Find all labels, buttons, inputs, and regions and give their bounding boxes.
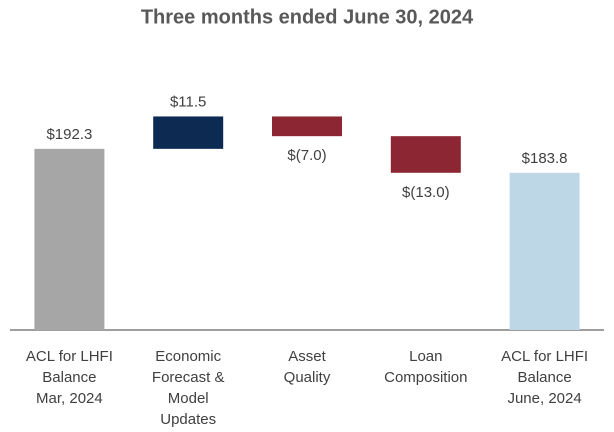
x-tick-label: ACL for LHFI (26, 348, 113, 365)
x-tick-label: Asset (288, 348, 326, 365)
value-label: $(7.0) (287, 147, 326, 164)
bar (390, 136, 461, 173)
x-tick-label: Mar, 2024 (36, 390, 103, 407)
x-tick-label: Balance (42, 369, 96, 386)
x-tick-label: June, 2024 (507, 390, 581, 407)
value-label: $183.8 (522, 150, 568, 167)
x-tick-label: Quality (284, 369, 331, 386)
x-tick-label: Model (168, 390, 209, 407)
x-tick-label: ACL for LHFI (501, 348, 588, 365)
x-tick-label: Economic (155, 348, 221, 365)
value-label: $192.3 (46, 126, 92, 143)
x-tick-label: Balance (517, 369, 571, 386)
x-tick-label: Loan (409, 348, 442, 365)
value-label: $11.5 (170, 93, 206, 110)
x-tick-label: Updates (160, 411, 216, 428)
bar (153, 116, 224, 149)
bar (509, 172, 580, 330)
x-tick-label: Forecast & (152, 369, 225, 386)
x-tick-label: Composition (384, 369, 467, 386)
bar (34, 148, 105, 330)
chart-title: Three months ended June 30, 2024 (141, 6, 474, 28)
value-label: $(13.0) (402, 184, 450, 201)
bar (272, 116, 342, 137)
